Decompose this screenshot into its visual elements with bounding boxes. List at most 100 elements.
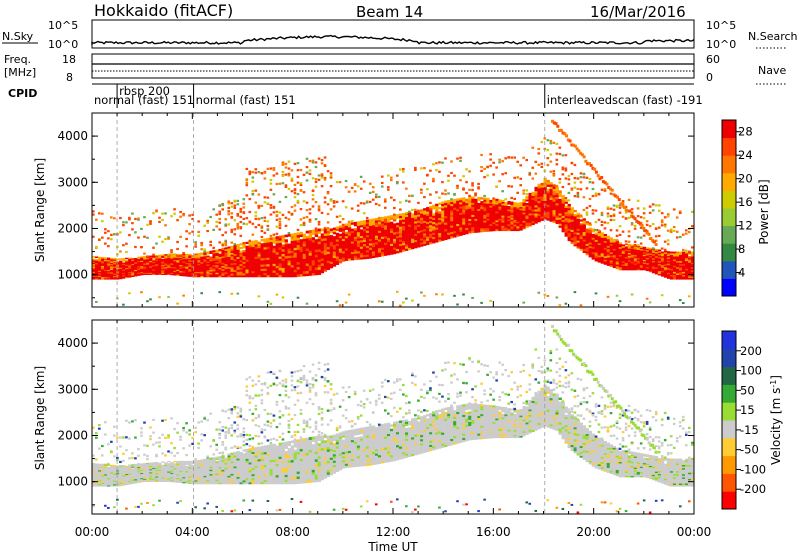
data-cell xyxy=(164,256,168,258)
data-cell xyxy=(113,466,117,468)
data-cell xyxy=(122,471,126,474)
data-cell xyxy=(170,257,174,259)
data-cell xyxy=(128,270,132,273)
data-cell xyxy=(362,222,367,225)
data-cell xyxy=(110,473,114,475)
data-cell xyxy=(128,482,132,484)
data-cell xyxy=(113,468,117,471)
data-cell xyxy=(200,292,203,295)
data-cell xyxy=(386,231,391,234)
data-cell xyxy=(504,210,508,213)
data-cell xyxy=(627,252,632,255)
data-cell xyxy=(564,224,568,227)
data-cell xyxy=(209,260,213,263)
data-cell xyxy=(311,270,316,273)
data-cell xyxy=(323,249,328,253)
data-cell xyxy=(350,245,355,248)
data-cell xyxy=(236,214,240,217)
data-cell xyxy=(462,216,466,219)
data-cell xyxy=(594,209,598,212)
data-cell xyxy=(326,253,331,257)
data-cell xyxy=(513,226,517,228)
data-cell xyxy=(559,128,563,132)
data-cell xyxy=(609,265,614,268)
data-cell xyxy=(441,231,445,235)
data-cell xyxy=(248,172,252,176)
data-cell xyxy=(104,477,108,480)
data-cell xyxy=(125,475,129,478)
data-cell xyxy=(338,246,343,249)
data-cell xyxy=(639,216,643,219)
data-cell xyxy=(113,265,117,267)
data-cell xyxy=(206,219,209,223)
data-cell xyxy=(675,268,680,271)
data-cell xyxy=(645,262,650,265)
data-cell xyxy=(248,245,252,248)
data-cell xyxy=(335,258,340,261)
data-cell xyxy=(125,275,129,277)
data-cell xyxy=(323,235,328,239)
data-cell xyxy=(305,208,309,212)
data-cell xyxy=(206,221,209,224)
data-cell xyxy=(495,211,499,214)
data-cell xyxy=(119,260,123,263)
data-cell xyxy=(588,205,592,208)
data-cell xyxy=(101,480,105,482)
data-cell xyxy=(525,218,529,221)
data-cell xyxy=(492,229,496,232)
data-cell xyxy=(218,228,222,231)
data-cell xyxy=(335,180,339,184)
data-cell xyxy=(510,196,513,200)
data-cell xyxy=(495,221,499,224)
data-cell xyxy=(281,162,285,165)
data-cell xyxy=(257,254,261,257)
data-cell xyxy=(320,235,325,239)
data-cell xyxy=(248,259,252,262)
data-cell xyxy=(441,203,445,207)
data-cell xyxy=(411,230,415,233)
data-cell xyxy=(203,254,207,257)
data-cell xyxy=(251,252,255,256)
data-cell xyxy=(489,207,493,210)
data-cell xyxy=(239,258,243,261)
data-cell xyxy=(266,202,270,205)
data-cell xyxy=(272,211,276,214)
data-cell xyxy=(230,259,234,262)
data-cell xyxy=(116,271,120,273)
data-cell xyxy=(266,274,270,278)
data-cell xyxy=(218,266,222,268)
data-cell xyxy=(380,185,384,188)
data-cell xyxy=(504,219,508,221)
data-cell xyxy=(113,467,117,469)
data-cell xyxy=(230,252,234,255)
data-cell xyxy=(125,436,128,439)
data-cell xyxy=(218,273,222,276)
data-cell xyxy=(317,220,321,224)
data-cell xyxy=(411,221,415,225)
data-cell xyxy=(149,266,153,268)
data-cell xyxy=(555,184,559,188)
data-cell xyxy=(326,203,330,206)
data-cell xyxy=(269,254,273,258)
data-cell xyxy=(642,246,647,249)
data-cell xyxy=(131,269,135,271)
data-cell xyxy=(173,208,176,211)
data-cell xyxy=(462,175,465,178)
data-cell xyxy=(236,258,240,261)
data-cell xyxy=(110,479,114,481)
data-cell xyxy=(368,200,372,204)
data-cell xyxy=(215,264,219,267)
data-cell xyxy=(326,260,331,264)
data-cell xyxy=(107,463,110,466)
data-cell xyxy=(552,188,556,191)
data-cell xyxy=(588,177,592,181)
data-cell xyxy=(498,199,502,202)
data-cell xyxy=(308,159,312,163)
colorbar-swatch xyxy=(722,137,736,156)
data-cell xyxy=(203,272,207,275)
data-cell xyxy=(182,262,186,265)
data-cell xyxy=(456,232,460,235)
data-cell xyxy=(275,182,279,186)
data-cell xyxy=(119,266,123,268)
data-cell xyxy=(594,232,598,235)
